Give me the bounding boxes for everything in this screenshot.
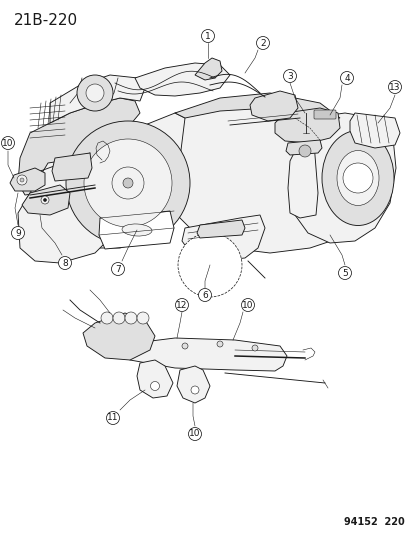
- Polygon shape: [287, 143, 317, 218]
- Circle shape: [175, 298, 188, 311]
- Ellipse shape: [321, 131, 393, 225]
- Text: 5: 5: [341, 269, 347, 278]
- Text: 1: 1: [204, 31, 210, 41]
- Polygon shape: [291, 113, 395, 243]
- Circle shape: [43, 198, 46, 201]
- Polygon shape: [52, 153, 92, 181]
- Text: 11: 11: [107, 414, 119, 423]
- Polygon shape: [125, 338, 286, 371]
- Circle shape: [201, 29, 214, 43]
- Circle shape: [182, 343, 188, 349]
- Circle shape: [342, 163, 372, 193]
- Text: 10: 10: [2, 139, 14, 148]
- Polygon shape: [175, 93, 339, 118]
- Polygon shape: [18, 155, 128, 263]
- Polygon shape: [99, 211, 173, 249]
- Circle shape: [2, 136, 14, 149]
- Polygon shape: [65, 113, 185, 248]
- Polygon shape: [161, 103, 344, 253]
- Circle shape: [178, 233, 242, 297]
- Circle shape: [86, 84, 104, 102]
- Circle shape: [12, 227, 24, 239]
- Text: 8: 8: [62, 259, 68, 268]
- Circle shape: [20, 178, 24, 182]
- Circle shape: [58, 256, 71, 270]
- Circle shape: [256, 36, 269, 50]
- Polygon shape: [249, 91, 297, 121]
- Polygon shape: [10, 168, 45, 191]
- Polygon shape: [135, 63, 230, 96]
- Text: 10: 10: [189, 430, 200, 439]
- Circle shape: [190, 386, 199, 394]
- Circle shape: [283, 69, 296, 83]
- Polygon shape: [50, 75, 145, 123]
- Circle shape: [298, 145, 310, 157]
- Text: 3: 3: [287, 71, 292, 80]
- Circle shape: [123, 178, 133, 188]
- Polygon shape: [182, 215, 264, 261]
- Polygon shape: [177, 366, 209, 403]
- Circle shape: [101, 312, 113, 324]
- Circle shape: [339, 71, 353, 85]
- Ellipse shape: [122, 224, 152, 236]
- Polygon shape: [137, 360, 173, 398]
- Circle shape: [66, 121, 190, 245]
- Text: 2: 2: [259, 38, 265, 47]
- Circle shape: [106, 411, 119, 424]
- Text: 94152  220: 94152 220: [344, 517, 404, 527]
- Circle shape: [111, 262, 124, 276]
- Circle shape: [150, 382, 159, 391]
- Circle shape: [241, 298, 254, 311]
- Polygon shape: [349, 113, 399, 148]
- Circle shape: [41, 196, 49, 204]
- Circle shape: [216, 341, 223, 347]
- Circle shape: [77, 75, 113, 111]
- Circle shape: [198, 288, 211, 302]
- Polygon shape: [195, 58, 221, 80]
- Circle shape: [252, 345, 257, 351]
- Polygon shape: [197, 220, 244, 238]
- Text: 9: 9: [15, 229, 21, 238]
- Circle shape: [84, 139, 171, 227]
- Circle shape: [113, 312, 125, 324]
- Text: 10: 10: [242, 301, 253, 310]
- Text: 6: 6: [202, 290, 207, 300]
- Text: 12: 12: [176, 301, 187, 310]
- Circle shape: [125, 312, 137, 324]
- Circle shape: [387, 80, 401, 93]
- Ellipse shape: [336, 150, 378, 206]
- Polygon shape: [274, 108, 339, 143]
- Polygon shape: [285, 140, 321, 155]
- Polygon shape: [83, 313, 154, 360]
- Circle shape: [137, 312, 149, 324]
- Circle shape: [188, 427, 201, 440]
- FancyBboxPatch shape: [313, 110, 335, 119]
- Circle shape: [17, 175, 27, 185]
- Text: 13: 13: [388, 83, 400, 92]
- Polygon shape: [18, 98, 140, 195]
- Polygon shape: [22, 185, 70, 215]
- Text: 7: 7: [115, 264, 121, 273]
- Text: 21B-220: 21B-220: [14, 13, 78, 28]
- Circle shape: [338, 266, 351, 279]
- Text: 4: 4: [343, 74, 349, 83]
